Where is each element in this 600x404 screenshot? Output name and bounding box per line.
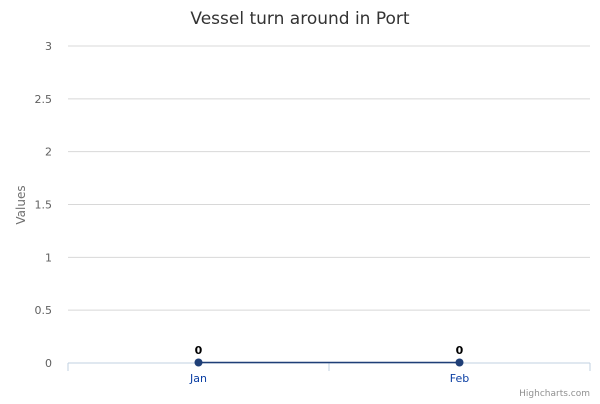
y-tick-label: 2.5	[35, 93, 53, 106]
y-axis-title: Values	[14, 185, 28, 224]
gridlines	[68, 45, 590, 311]
y-tick-label: 1	[45, 251, 52, 264]
data-point	[455, 358, 464, 367]
y-axis: 0 0.5 1 1.5 2 2.5 3	[35, 40, 53, 370]
data-point	[194, 358, 203, 367]
data-points	[194, 358, 464, 367]
y-tick-label: 3	[45, 40, 52, 53]
data-label: 0	[195, 344, 203, 357]
data-label: 0	[456, 344, 464, 357]
x-tick-label: Feb	[450, 372, 469, 385]
y-tick-label: 1.5	[35, 199, 53, 212]
y-tick-label: 2	[45, 146, 52, 159]
y-tick-label: 0	[45, 357, 52, 370]
x-tick-label: Jan	[189, 372, 207, 385]
chart-title: Vessel turn around in Port	[190, 9, 409, 29]
credits-link[interactable]: Highcharts.com	[519, 389, 590, 399]
y-tick-label: 0.5	[35, 304, 53, 317]
